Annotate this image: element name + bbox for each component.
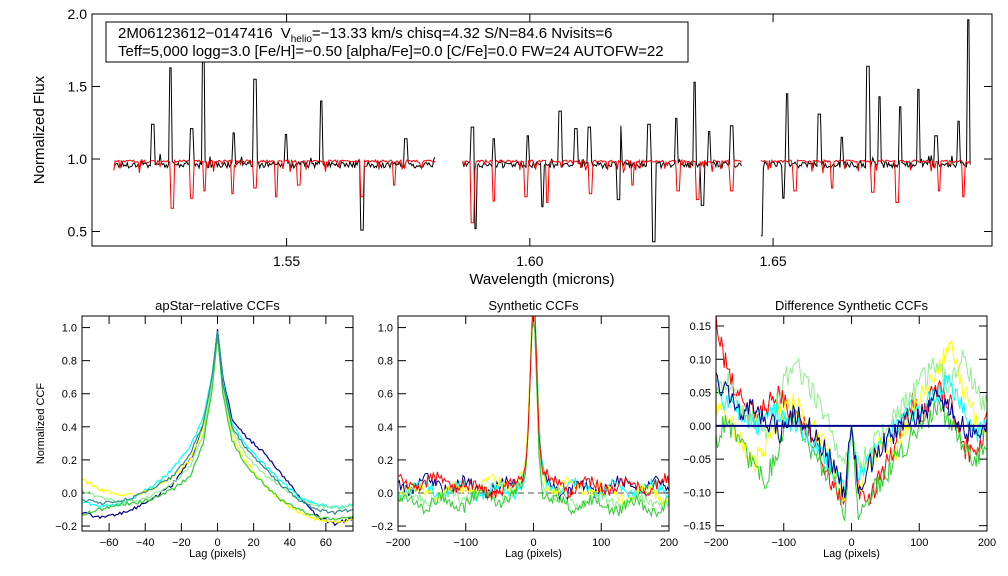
panel-apstar_ccf: −60 −40 −20 0 20 40 60−0.20.00.20.40.60.81.0ap… (35, 298, 353, 560)
y-tick-label: 1.0 (68, 151, 88, 167)
y-tick-label: 2.0 (68, 6, 88, 22)
y-tick-label: 0.8 (62, 356, 77, 368)
y-tick-label: 0.05 (690, 388, 711, 400)
ccf-line-visit-2 (82, 331, 353, 508)
synthetic-ccf-line-visit-1 (398, 300, 669, 500)
y-tick-label: 0.8 (378, 356, 393, 368)
y-tick-label: 0.15 (690, 321, 711, 333)
x-tick-label: −100 (453, 537, 478, 549)
x-tick-label: 100 (592, 537, 610, 549)
x-tick-label: 60 (320, 537, 332, 549)
y-tick-label: −0.2 (55, 521, 77, 533)
x-tick-label: 20 (248, 537, 260, 549)
synthetic-ccf-line-visit-5 (398, 322, 669, 517)
x-axis-label: Lag (pixels) (823, 548, 880, 560)
annotation-v: V (281, 25, 291, 42)
panel-difference_ccf: −200 −100 0 100 200−0.15−0.10−0.050.000.050.… (683, 298, 996, 560)
panel-title: apStar−relative CCFs (155, 298, 280, 313)
spectrum-annotation: 2M06123612−0147416 Vhelio=−13.33 km/s chi… (106, 22, 688, 62)
panel-synthetic_ccf: −200 −100 0 100 200−0.20.00.20.40.60.81.0Syn… (371, 294, 678, 560)
plot-frame (82, 316, 353, 531)
y-tick-label: 0.0 (62, 488, 77, 500)
spectrum-line-synthetic-chip-1 (114, 160, 435, 208)
x-tick-label: −40 (136, 537, 155, 549)
y-tick-label: 1.0 (378, 323, 393, 335)
figure: 1.55 1.60 1.65 0.5 1.0 1.5 2.0 Wavelength (micr… (0, 0, 1008, 576)
y-tick-label: −0.15 (683, 521, 711, 533)
x-tick-label: −200 (704, 537, 729, 549)
y-tick-label: 0.5 (68, 224, 88, 240)
annotation-star-id: 2M06123612−0147416 (118, 25, 273, 42)
y-tick-label: −0.05 (683, 454, 711, 466)
x-tick-label: 1.65 (759, 253, 786, 269)
y-tick-label: 0.4 (378, 422, 393, 434)
ccf-line-visit-4 (82, 334, 353, 509)
y-tick-label: 0.0 (378, 488, 393, 500)
panel-title: Synthetic CCFs (488, 298, 579, 313)
y-tick-label: 1.0 (62, 323, 77, 335)
x-tick-label: 1.55 (273, 253, 300, 269)
x-tick-label: 100 (910, 537, 928, 549)
synthetic-ccf-line-visit-6 (398, 305, 669, 498)
y-tick-label: 0.6 (62, 389, 77, 401)
ccf-line-visit-5 (82, 336, 353, 520)
spectrum-line-observed-chip-3 (761, 20, 970, 236)
y-tick-label: 0.6 (378, 389, 393, 401)
x-tick-label: −20 (172, 537, 191, 549)
x-tick-label: 1.60 (516, 253, 543, 269)
y-tick-label: 0.4 (62, 422, 77, 434)
y-tick-label: 0.2 (62, 455, 77, 467)
y-tick-label: 0.10 (690, 354, 711, 366)
y-tick-label: −0.2 (371, 521, 393, 533)
y-tick-label: 1.5 (68, 79, 88, 95)
y-axis-label: Normalized CCF (35, 383, 47, 465)
ccf-line-visit-3 (82, 333, 353, 523)
x-axis-label: Lag (pixels) (505, 548, 562, 560)
x-tick-label: 40 (284, 537, 296, 549)
ccf-line-visit-6 (82, 331, 353, 514)
annotation-line-1-rest: =−13.33 km/s chisq=4.32 S/N=84.6 Nvisits… (312, 25, 613, 42)
panel-title: Difference Synthetic CCFs (775, 298, 928, 313)
x-tick-label: −200 (386, 537, 411, 549)
synthetic-ccf-line-visit-4 (398, 311, 669, 510)
annotation-line-2: Teff=5,000 logg=3.0 [Fe/H]=−0.50 [alpha/… (118, 43, 664, 60)
x-tick-label: −60 (100, 537, 119, 549)
y-tick-label: 0.2 (378, 455, 393, 467)
x-tick-label: −100 (771, 537, 796, 549)
y-axis-label: Normalized Flux (31, 75, 48, 184)
x-tick-label: 200 (660, 537, 678, 549)
x-axis-label: Lag (pixels) (189, 548, 246, 560)
y-tick-label: −0.10 (683, 487, 711, 499)
spectrum-line-synthetic-chip-2 (463, 160, 742, 223)
difference-ccf-line-visit-5 (716, 374, 987, 491)
x-axis-label: Wavelength (microns) (469, 271, 614, 288)
y-tick-label: 0.00 (690, 421, 711, 433)
x-tick-label: 200 (978, 537, 996, 549)
